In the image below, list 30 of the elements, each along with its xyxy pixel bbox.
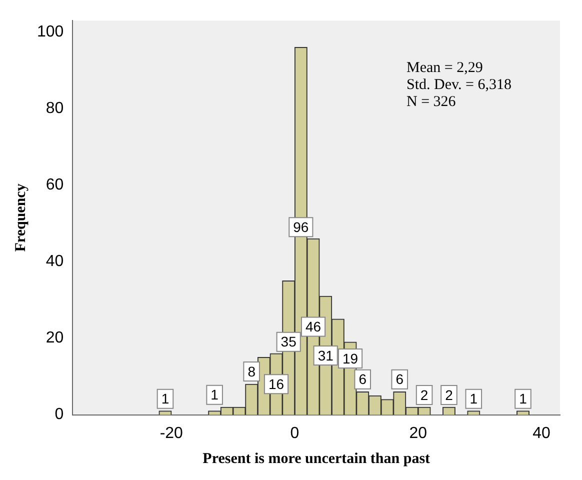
- data-label: 16: [268, 376, 284, 392]
- data-label: 1: [519, 390, 528, 407]
- x-tick-label: 0: [290, 424, 300, 442]
- data-label: 2: [445, 386, 454, 403]
- y-tick-label: 80: [46, 100, 64, 118]
- data-label: 8: [248, 363, 256, 380]
- data-label: 6: [358, 371, 367, 388]
- y-tick-label: 20: [46, 330, 64, 347]
- x-axis-title: Present is more uncertain than past: [202, 450, 430, 467]
- y-tick-label: 40: [46, 253, 64, 270]
- y-tick-label: 0: [54, 406, 64, 424]
- data-label: 31: [318, 347, 334, 364]
- y-tick-label: 60: [46, 176, 64, 194]
- data-label: 1: [210, 386, 219, 403]
- annotation: N = 326: [406, 94, 456, 110]
- annotation: Mean = 2,29: [406, 60, 483, 76]
- x-tick-label: -20: [160, 424, 184, 442]
- data-label: 19: [342, 350, 358, 366]
- data-label: 46: [305, 318, 322, 335]
- data-label: 1: [161, 390, 170, 407]
- data-label: 6: [396, 371, 404, 388]
- x-tick-label: 20: [409, 424, 428, 442]
- y-tick-label: 100: [36, 23, 64, 40]
- annotation: Std. Dev. = 6,318: [406, 77, 512, 94]
- data-label: 2: [420, 386, 428, 403]
- data-label: 1: [470, 390, 478, 407]
- data-label: 35: [280, 334, 297, 350]
- x-tick-label: 40: [532, 424, 550, 442]
- data-label: 96: [293, 218, 309, 235]
- y-axis-title: Frequency: [12, 183, 29, 252]
